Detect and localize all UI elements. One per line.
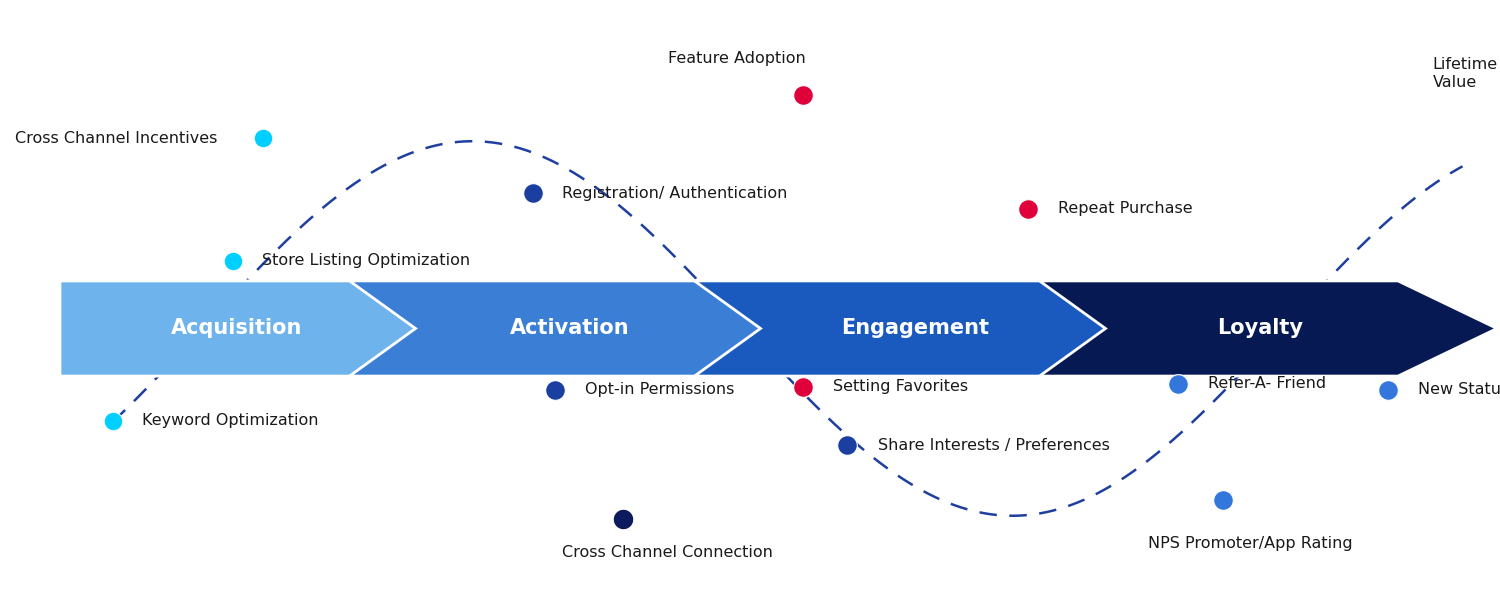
Text: Registration/ Authentication: Registration/ Authentication [562,186,788,201]
Point [790,90,814,100]
Text: Engagement: Engagement [842,319,989,338]
Point [610,514,634,524]
Point [543,385,567,395]
Text: Repeat Purchase: Repeat Purchase [1058,201,1192,216]
Text: Keyword Optimization: Keyword Optimization [142,413,320,428]
Point [100,416,124,426]
Point [790,382,814,392]
Text: Store Listing Optimization: Store Listing Optimization [262,254,471,268]
Text: Cross Channel Incentives: Cross Channel Incentives [15,131,217,146]
Text: Share Interests / Preferences: Share Interests / Preferences [878,438,1110,453]
Text: Feature Adoption: Feature Adoption [668,51,806,66]
Point [1166,379,1190,389]
Text: Lifetime
Value: Lifetime Value [1432,58,1497,90]
Point [220,256,245,266]
Polygon shape [60,281,446,376]
Text: Refer-A- Friend: Refer-A- Friend [1208,376,1326,391]
Point [1376,385,1400,395]
Point [251,133,274,143]
Polygon shape [694,281,1136,376]
Polygon shape [350,281,790,376]
Point [836,440,860,450]
Text: Acquisition: Acquisition [171,319,302,338]
Text: New Status: New Status [1418,383,1500,397]
Text: Opt-in Permissions: Opt-in Permissions [585,383,735,397]
Text: Loyalty: Loyalty [1216,319,1304,338]
Text: Cross Channel Connection: Cross Channel Connection [562,545,774,560]
Text: Activation: Activation [510,319,630,338]
Point [520,188,544,198]
Text: NPS Promoter/App Rating: NPS Promoter/App Rating [1148,536,1352,551]
Text: Setting Favorites: Setting Favorites [833,379,968,394]
Point [1210,495,1234,505]
Point [1016,204,1040,214]
Polygon shape [1040,281,1497,376]
